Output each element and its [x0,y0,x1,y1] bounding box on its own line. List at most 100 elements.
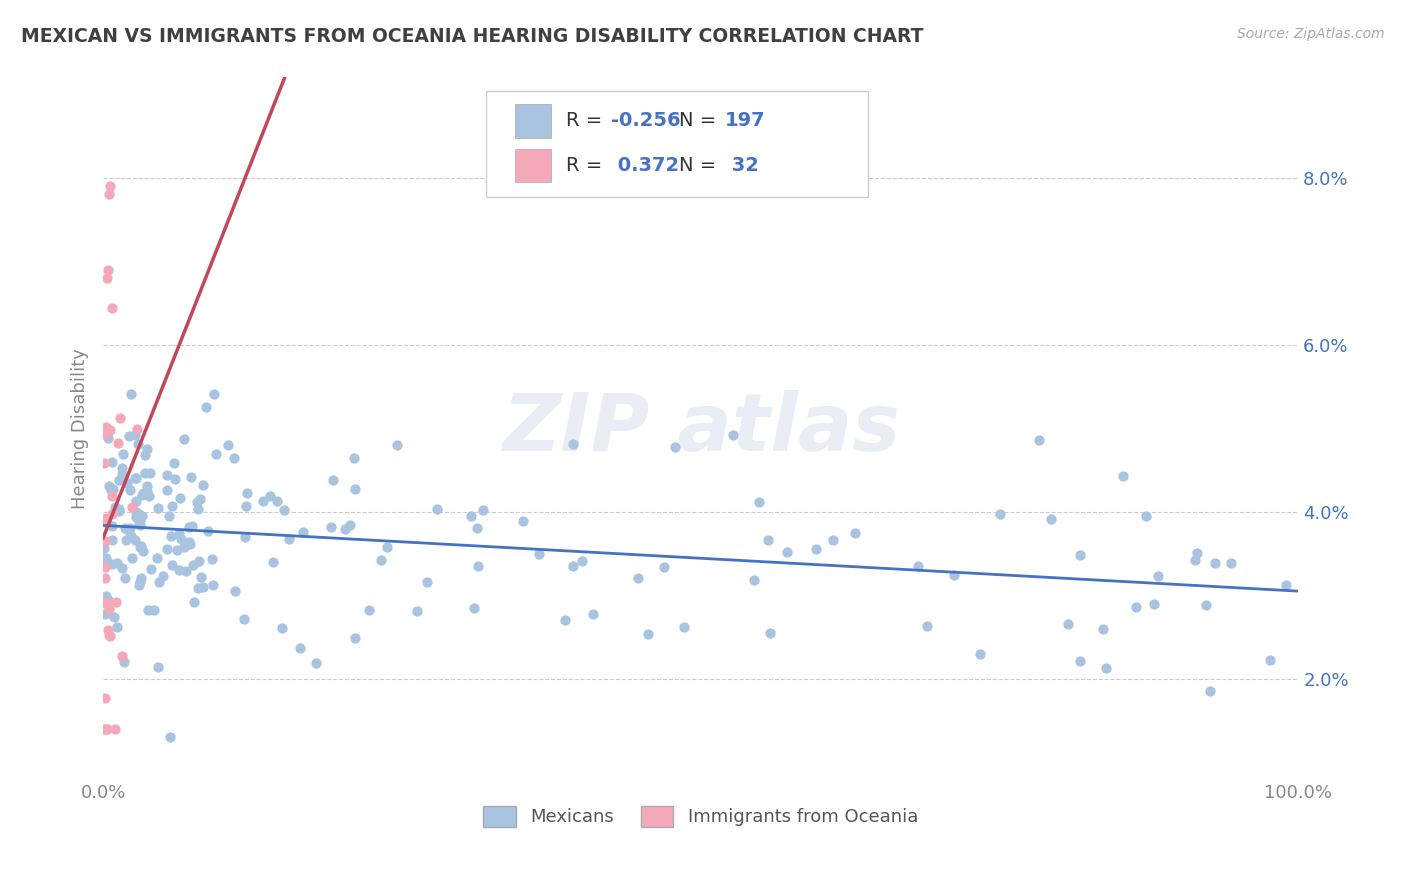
Point [136,478,159,492]
Point [111,461,134,475]
Point [187,501,209,516]
Point [120,387,142,401]
Point [94,426,117,441]
Point [385,438,408,452]
Point [527,548,550,562]
Point [124,428,146,442]
Point [107,474,129,488]
Text: ZIP atlas: ZIP atlas [502,390,900,467]
Point [266,494,288,508]
Point [98,629,121,643]
Point [97,479,120,493]
Point [128,578,150,592]
Point [202,577,225,591]
Point [136,603,159,617]
Point [97,628,120,642]
Point [156,467,179,482]
Point [202,387,225,401]
Point [562,437,585,451]
Point [97,432,120,446]
Point [1095,661,1118,675]
Point [180,470,202,484]
Point [105,620,128,634]
Point [776,544,799,558]
Point [305,656,328,670]
Point [1069,654,1091,668]
Point [98,187,121,202]
Point [173,540,195,554]
Point [129,575,152,590]
Point [132,485,155,500]
Point [205,447,228,461]
Point [460,508,482,523]
Point [114,656,136,670]
Point [170,532,193,546]
Point [187,581,209,595]
Point [107,504,129,518]
Point [322,473,344,487]
Point [1199,684,1222,698]
Point [115,475,138,490]
Point [195,400,218,414]
Point [166,543,188,558]
Point [94,534,117,549]
Text: 32: 32 [724,156,758,175]
Point [96,271,118,285]
Point [121,551,143,566]
Point [554,614,576,628]
Point [156,483,179,497]
Point [129,540,152,554]
Text: -0.256: -0.256 [612,112,681,130]
Point [118,521,141,535]
Point [186,495,208,509]
Point [512,514,534,528]
Point [197,524,219,538]
Point [1125,600,1147,615]
Point [222,451,245,466]
Point [120,483,142,498]
Point [157,508,180,523]
Point [406,603,429,617]
Point [375,540,398,554]
Point [104,595,127,609]
Text: MEXICAN VS IMMIGRANTS FROM OCEANIA HEARING DISABILITY CORRELATION CHART: MEXICAN VS IMMIGRANTS FROM OCEANIA HEARI… [21,27,924,45]
Point [292,525,315,540]
Point [217,438,239,452]
Point [132,543,155,558]
Point [1184,553,1206,567]
Point [93,541,115,555]
Point [125,505,148,519]
Point [142,603,165,617]
Point [94,589,117,603]
Point [193,478,215,492]
Point [626,571,648,585]
Point [416,574,439,589]
Point [101,482,124,496]
Point [93,551,115,566]
Point [173,433,195,447]
Point [125,509,148,524]
Point [181,558,204,573]
FancyBboxPatch shape [485,92,868,197]
Point [1147,569,1170,583]
Point [114,533,136,548]
Point [1135,508,1157,523]
Point [125,494,148,508]
Point [131,571,153,585]
Point [96,511,118,525]
Point [125,471,148,485]
Point [127,437,149,451]
Point [136,484,159,499]
Point [111,467,134,481]
Point [236,486,259,500]
Point [93,456,115,470]
Point [1092,623,1115,637]
Point [136,442,159,456]
Point [94,559,117,574]
Point [259,489,281,503]
Point [128,507,150,521]
Point [273,503,295,517]
Point [131,488,153,502]
Point [94,690,117,705]
Point [1028,433,1050,447]
